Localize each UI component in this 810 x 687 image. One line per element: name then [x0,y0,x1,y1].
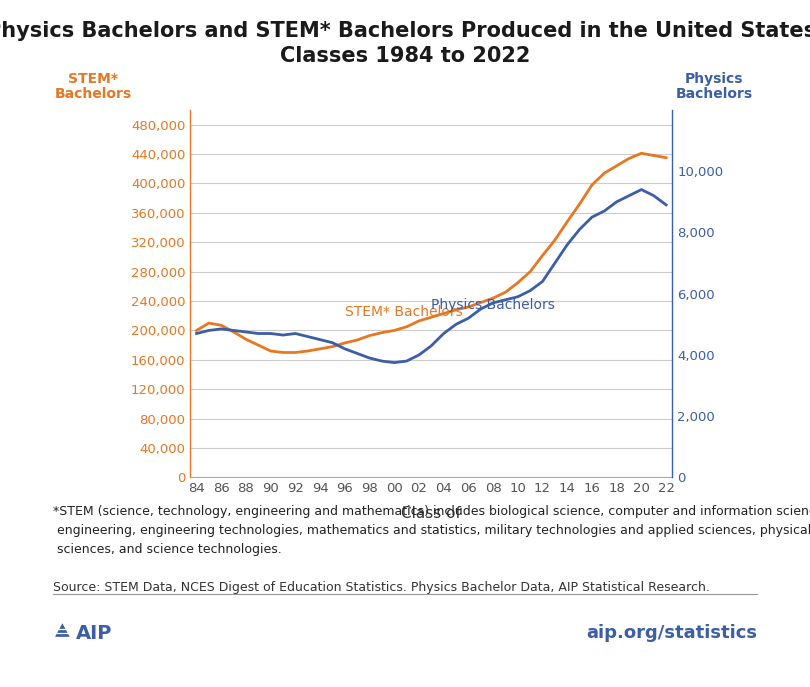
Text: Bachelors: Bachelors [676,87,753,101]
Text: AIP: AIP [76,624,113,643]
Text: sciences, and science technologies.: sciences, and science technologies. [53,543,281,556]
Text: aip.org/statistics: aip.org/statistics [586,624,757,642]
Text: Physics Bachelors and STEM* Bachelors Produced in the United States,: Physics Bachelors and STEM* Bachelors Pr… [0,21,810,41]
Text: engineering, engineering technologies, mathematics and statistics, military tech: engineering, engineering technologies, m… [53,524,810,537]
Text: Source: STEM Data, NCES Digest of Education Statistics. Physics Bachelor Data, A: Source: STEM Data, NCES Digest of Educat… [53,581,710,594]
Text: STEM* Bachelors: STEM* Bachelors [345,306,463,319]
Text: Classes 1984 to 2022: Classes 1984 to 2022 [279,46,531,67]
Text: Physics: Physics [685,72,744,86]
Text: STEM*: STEM* [68,72,118,86]
Text: Physics Bachelors: Physics Bachelors [431,298,555,312]
Text: *STEM (science, technology, engineering and mathematics) includes biological sci: *STEM (science, technology, engineering … [53,505,810,518]
Text: Bachelors: Bachelors [54,87,132,101]
X-axis label: Class of: Class of [402,506,461,521]
